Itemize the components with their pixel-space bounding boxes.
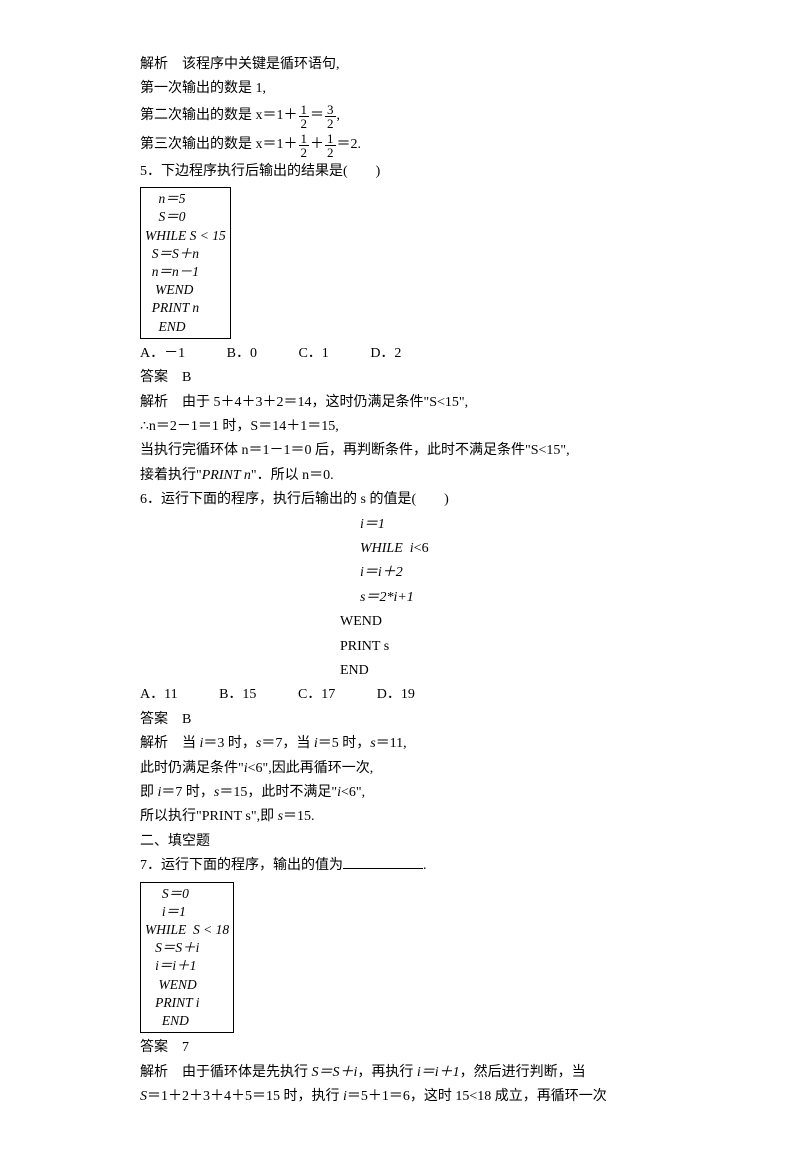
code-line: WEND (145, 976, 229, 994)
fraction: 1 2 (299, 132, 310, 159)
code-block: n＝5 S＝0WHILE S < 15 S＝S＋n n＝n－1 WEND PRI… (140, 187, 231, 339)
eq-text: 第三次输出的数是 x＝1＋ (140, 134, 298, 156)
text-line: 解析 该程序中关键是循环语句, (140, 54, 700, 76)
code-line: WHILE S < 18 (145, 921, 229, 939)
option-b: B．0 (227, 346, 257, 361)
option-c: C．17 (298, 687, 335, 702)
text-line: 此时仍满足条件"i<6",因此再循环一次, (140, 758, 700, 780)
code-line: PRINT s (340, 636, 700, 658)
text-line: 接着执行"PRINT n"．所以 n＝0. (140, 465, 700, 487)
text-line: 解析 由于 5＋4＋3＋2＝14，这时仍满足条件"S<15", (140, 392, 700, 414)
options-row: A．－1 B．0 C．1 D．2 (140, 343, 700, 365)
fraction: 1 2 (325, 132, 336, 159)
text-line: S＝1＋2＋3＋4＋5＝15 时，执行 i＝5＋1＝6，这时 15<18 成立，… (140, 1086, 700, 1108)
section-header: 二、填空题 (140, 831, 700, 853)
eq-text: , (337, 105, 341, 127)
option-d: D．2 (370, 346, 401, 361)
text-line: ∴n＝2－1＝1 时，S＝14＋1＝15, (140, 416, 700, 438)
text-line: 即 i＝7 时，s＝15，此时不满足"i<6", (140, 782, 700, 804)
code-line: END (340, 660, 700, 682)
code-line: END (145, 1012, 229, 1030)
question-title: 7．运行下面的程序，输出的值为. (140, 855, 700, 877)
eq-text: ＋ (310, 134, 324, 156)
code-line: WEND (340, 611, 700, 633)
option-a: A．－1 (140, 346, 185, 361)
code-line: END (145, 318, 226, 336)
code-line: i＝1 (360, 514, 700, 536)
eq-text: ＝ (310, 105, 324, 127)
code-block: S＝0 i＝1WHILE S < 18 S＝S＋i i＝i＋1 WEND PRI… (140, 882, 234, 1034)
code-line: WHILE i<6 (360, 538, 700, 560)
fraction: 3 2 (325, 103, 336, 130)
eq-text: ＝2. (337, 134, 362, 156)
text-line: 当执行完循环体 n＝1－1＝0 后，再判断条件，此时不满足条件"S<15", (140, 440, 700, 462)
option-b: B．15 (219, 687, 256, 702)
code-line: i＝i＋1 (145, 957, 229, 975)
code-line: WEND (145, 281, 226, 299)
code-line: S＝S＋i (145, 939, 229, 957)
code-line: S＝0 (145, 885, 229, 903)
option-c: C．1 (298, 346, 328, 361)
question-title: 5．下边程序执行后输出的结果是( ) (140, 161, 700, 183)
fraction: 1 2 (299, 103, 310, 130)
eq-text: 第二次输出的数是 x＝1＋ (140, 105, 298, 127)
equation-line: 第三次输出的数是 x＝1＋ 1 2 ＋ 1 2 ＝2. (140, 132, 700, 159)
code-line: S＝S＋n (145, 245, 226, 263)
code-line: PRINT i (145, 994, 229, 1012)
answer-line: 答案 B (140, 709, 700, 731)
question-title: 6．运行下面的程序，执行后输出的 s 的值是( ) (140, 489, 700, 511)
code-line: WHILE S < 15 (145, 227, 226, 245)
options-row: A．11 B．15 C．17 D．19 (140, 684, 700, 706)
equation-line: 第二次输出的数是 x＝1＋ 1 2 ＝ 3 2 , (140, 103, 700, 130)
fill-blank (343, 855, 423, 869)
code-line: i＝i＋2 (360, 562, 700, 584)
code-line: S＝0 (145, 208, 226, 226)
option-d: D．19 (377, 687, 415, 702)
answer-line: 答案 B (140, 367, 700, 389)
code-line: PRINT n (145, 299, 226, 317)
text-line: 第一次输出的数是 1, (140, 78, 700, 100)
code-line: i＝1 (145, 903, 229, 921)
option-a: A．11 (140, 687, 178, 702)
answer-line: 答案 7 (140, 1037, 700, 1059)
text-line: 解析 由于循环体是先执行 S＝S＋i，再执行 i＝i＋1，然后进行判断，当 (140, 1062, 700, 1084)
code-line: s＝2*i+1 (360, 587, 700, 609)
code-line: n＝n－1 (145, 263, 226, 281)
code-line: n＝5 (145, 190, 226, 208)
text-line: 解析 当 i＝3 时，s＝7，当 i＝5 时，s＝11, (140, 733, 700, 755)
text-line: 所以执行"PRINT s",即 s＝15. (140, 806, 700, 828)
